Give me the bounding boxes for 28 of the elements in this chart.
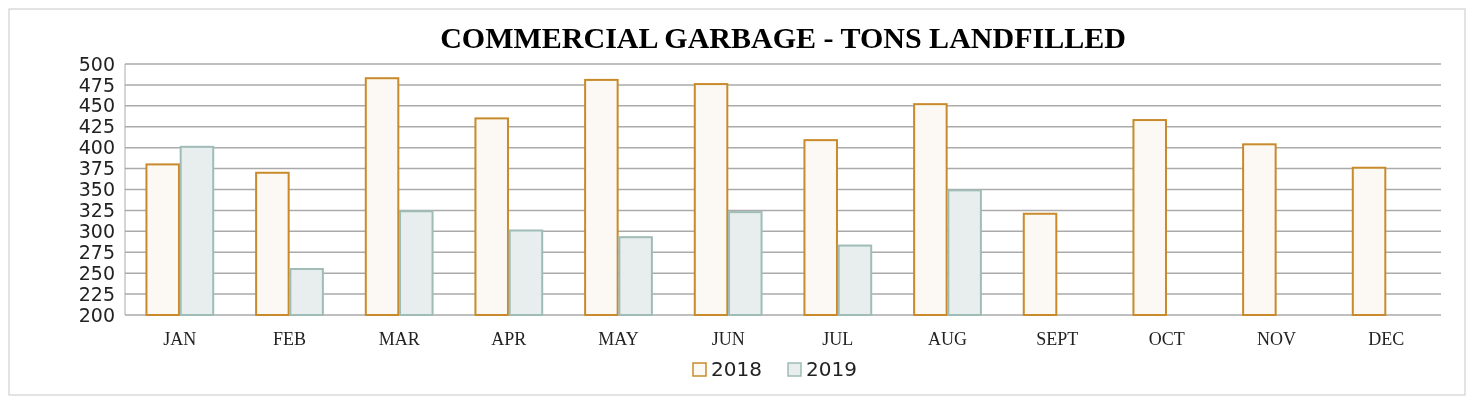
y-tick-label: 350 — [78, 178, 115, 201]
y-tick-label: 450 — [78, 94, 115, 117]
x-tick-label: NOV — [1257, 329, 1296, 349]
x-tick-label: FEB — [272, 329, 307, 349]
chart-title: COMMERCIAL GARBAGE - TONS LANDFILLED — [440, 21, 1126, 54]
y-tick-label: 250 — [78, 261, 115, 284]
x-tick-label: OCT — [1148, 329, 1185, 349]
y-tick-label: 400 — [78, 136, 115, 159]
legend-label: 2018 — [711, 357, 762, 381]
x-tick-label: SEPT — [1036, 329, 1079, 349]
x-tick-label: JUL — [822, 329, 854, 349]
y-tick-label: 300 — [78, 219, 115, 242]
x-tick-label: MAY — [598, 329, 639, 349]
x-tick-label: AUG — [928, 329, 967, 349]
x-tick-label: MAR — [378, 329, 420, 349]
y-tick-label: 225 — [78, 282, 115, 305]
y-tick-label: 200 — [78, 303, 115, 326]
y-tick-label: 425 — [78, 115, 115, 138]
y-tick-label: 375 — [78, 157, 115, 180]
legend-label: 2019 — [806, 357, 857, 381]
y-tick-label: 325 — [78, 199, 115, 222]
y-tick-label: 500 — [78, 52, 115, 75]
y-tick-label: 275 — [78, 240, 115, 263]
y-tick-label: 475 — [78, 73, 115, 96]
x-tick-label: JUN — [711, 329, 745, 349]
x-tick-label: APR — [491, 329, 527, 349]
x-tick-label: JAN — [163, 329, 197, 349]
x-tick-label: DEC — [1368, 329, 1405, 349]
